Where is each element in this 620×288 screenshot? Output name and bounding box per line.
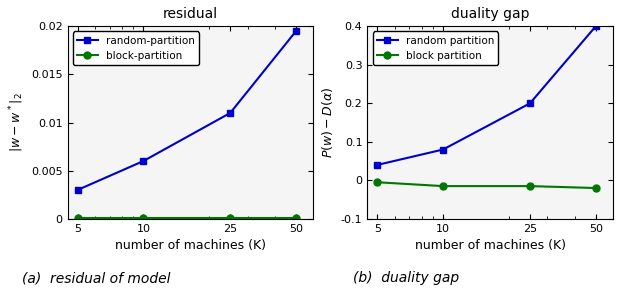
Line: block-partition: block-partition (74, 214, 299, 221)
block partition (592, 186, 600, 190)
block partition (526, 184, 534, 188)
block partition (374, 181, 381, 184)
block-partition (292, 216, 299, 220)
block-partition (226, 216, 234, 220)
Y-axis label: $P(w) - D(\alpha)$: $P(w) - D(\alpha)$ (321, 87, 335, 158)
Text: (b)  duality gap: (b) duality gap (353, 271, 459, 285)
Y-axis label: $|w - w^*|_2$: $|w - w^*|_2$ (7, 93, 25, 152)
random-partition (292, 29, 299, 33)
Title: residual: residual (163, 7, 218, 21)
random-partition (140, 159, 147, 163)
random partition (592, 24, 600, 28)
random partition (440, 148, 447, 151)
Legend: random partition, block partition: random partition, block partition (373, 31, 498, 65)
X-axis label: number of machines (K): number of machines (K) (115, 239, 266, 252)
random-partition (74, 188, 81, 192)
Line: block partition: block partition (374, 179, 600, 192)
block-partition (140, 216, 147, 220)
X-axis label: number of machines (K): number of machines (K) (415, 239, 565, 252)
Text: (a)  residual of model: (a) residual of model (22, 271, 170, 285)
Legend: random-partition, block-partition: random-partition, block-partition (73, 31, 199, 65)
Line: random-partition: random-partition (74, 28, 299, 194)
Line: random partition: random partition (374, 23, 600, 168)
block-partition (74, 216, 81, 220)
Title: duality gap: duality gap (451, 7, 529, 21)
random partition (526, 102, 534, 105)
random-partition (226, 111, 234, 115)
random partition (374, 163, 381, 167)
block partition (440, 184, 447, 188)
